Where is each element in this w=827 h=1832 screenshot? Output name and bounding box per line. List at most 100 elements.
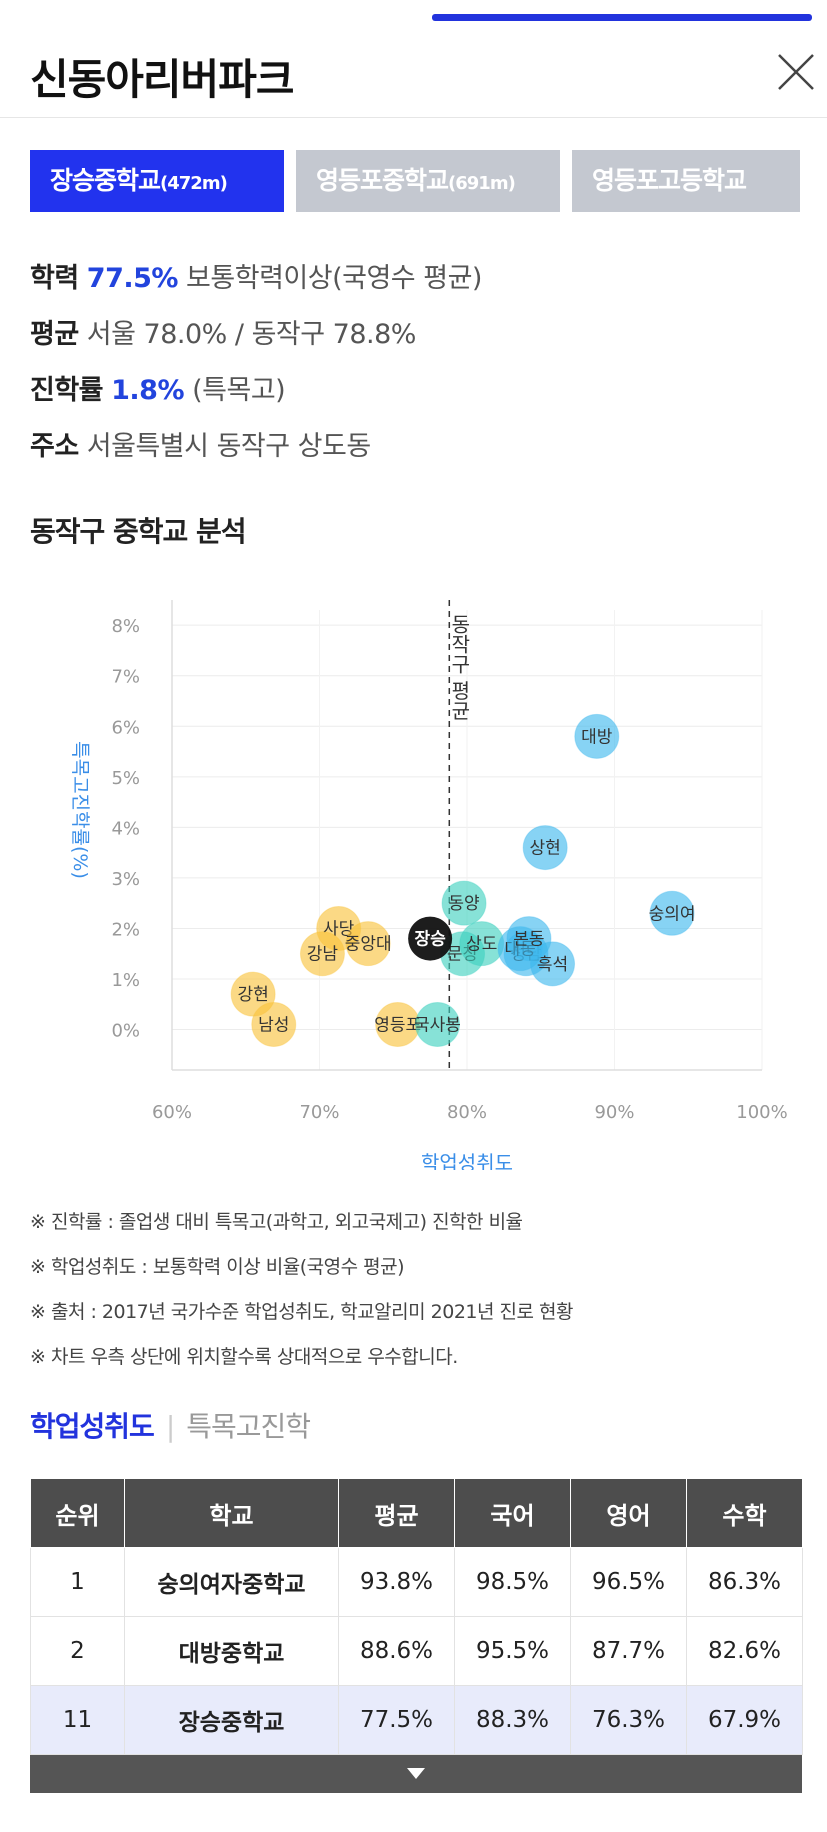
col-korean: 국어 [454,1478,571,1548]
rate-desc: (특목고) [192,375,286,406]
tab-school-3[interactable]: 영등포고등학교 [572,150,800,212]
address-line: 주소 서울특별시 동작구 상도동 [30,424,371,463]
tab-school-2-distance: (691m) [448,173,516,194]
cell-rank: 1 [30,1547,125,1617]
table-row-highlighted[interactable]: 11 장승중학교 77.5% 88.3% 76.3% 67.9% [30,1685,803,1755]
cell-korean: 95.5% [454,1616,571,1686]
data-point-label: 대방 [581,727,613,747]
data-point [649,890,695,936]
cell-math: 67.9% [686,1685,803,1755]
y-axis-title: 특목고진학률(%) [69,741,91,879]
note-source: ※ 출처 : 2017년 국가수준 학업성취도, 학교알리미 2021년 진로 … [30,1301,574,1323]
cell-rank: 2 [30,1616,125,1686]
data-point-label: 장승 [414,930,446,950]
col-average: 평균 [338,1478,455,1548]
subtab-achievement[interactable]: 학업성취도 [30,1410,155,1443]
tab-school-1-label: 장승중학교 [50,166,161,195]
x-tick-label: 60% [152,1102,192,1123]
note-rate: ※ 진학률 : 졸업생 대비 특목고(과학고, 외고국제고) 진학한 비율 [30,1211,523,1233]
average-value: 서울 78.0% / 동작구 78.8% [86,319,417,350]
data-point-label: 상현 [530,839,561,859]
achievement-value: 77.5% [86,263,179,294]
rate-value: 1.8% [111,375,185,406]
cell-rank: 11 [30,1685,125,1755]
data-point [506,916,552,962]
rate-key: 진학률 [30,375,104,406]
subtab-special-high[interactable]: 특목고진학 [186,1410,311,1443]
y-tick-label: 3% [111,869,140,890]
close-button[interactable] [774,50,818,94]
note-guide: ※ 차트 우측 상단에 위치할수록 상대적으로 우수합니다. [30,1346,458,1368]
achievement-desc: 보통학력이상(국영수 평균) [186,263,482,294]
table-row[interactable]: 1 숭의여자중학교 93.8% 98.5% 96.5% 86.3% [30,1547,803,1617]
achievement-key: 학력 [30,263,79,294]
y-tick-label: 8% [111,616,140,637]
x-tick-label: 70% [299,1102,339,1123]
achievement-line: 학력 77.5% 보통학력이상(국영수 평균) [30,256,482,295]
data-point [441,880,487,926]
ranking-table: 순위 학교 평균 국어 영어 수학 1 숭의여자중학교 93.8% 98.5% … [30,1478,803,1755]
section-title: 동작구 중학교 분석 [30,515,247,548]
data-point [408,916,453,961]
col-rank: 순위 [30,1478,125,1548]
cell-average: 77.5% [338,1685,455,1755]
cell-school: 장승중학교 [124,1685,339,1755]
panel-header: 신동아리버파크 [0,22,827,118]
tab-school-2-label: 영등포중학교 [316,166,449,195]
cell-korean: 98.5% [454,1547,571,1617]
note-achievement: ※ 학업성취도 : 보통학력 이상 비율(국영수 평균) [30,1256,405,1278]
y-tick-label: 2% [111,919,140,940]
data-point-label: 동양 [448,894,479,914]
tab-school-3-label: 영등포고등학교 [592,166,747,195]
ranking-subtabs: 학업성취도 | 특목고진학 [30,1405,311,1445]
col-math: 수학 [686,1478,803,1548]
cell-average: 88.6% [338,1616,455,1686]
table-row[interactable]: 2 대방중학교 88.6% 95.5% 87.7% 82.6% [30,1616,803,1686]
data-point-label: 국사봉 [414,1016,461,1036]
expand-table-button[interactable] [30,1755,802,1793]
x-tick-label: 80% [447,1102,487,1123]
data-point-label: 강현 [237,985,268,1005]
y-tick-label: 0% [111,1021,140,1042]
cell-school: 대방중학교 [124,1616,339,1686]
data-point-label: 영등포 [374,1016,421,1036]
data-point-label: 중앙대 [345,935,392,955]
data-point [415,1002,460,1048]
data-point-label: 본동 [513,930,544,950]
y-tick-label: 5% [111,768,140,789]
cell-school: 숭의여자중학교 [124,1547,339,1617]
data-point [299,931,345,977]
cell-math: 82.6% [686,1616,803,1686]
average-reference-label: 동작구 평균 [447,614,471,720]
tab-school-1-distance: (472m) [160,173,228,194]
data-point [345,921,391,967]
data-point [251,1002,297,1048]
y-tick-label: 6% [111,717,140,738]
address-value: 서울특별시 동작구 상도동 [86,431,371,462]
tab-school-2[interactable]: 영등포중학교(691m) [296,150,560,212]
data-point-label: 상도 [466,935,497,955]
data-point [522,825,568,871]
x-axis-title: 학업성취도 [421,1151,513,1170]
page-title: 신동아리버파크 [30,55,294,104]
y-tick-label: 1% [111,970,140,991]
triangle-down-icon [407,1768,425,1779]
x-tick-label: 90% [594,1102,634,1123]
cell-english: 87.7% [570,1616,687,1686]
scatter-chart: 8% 7% 6% 5% 4% 3% 2% 1% 0% 60% 70% 80% 90% 100% 동작구 평균… [69,600,788,1170]
average-line: 평균 서울 78.0% / 동작구 78.8% [30,312,416,351]
col-english: 영어 [570,1478,687,1548]
cell-korean: 88.3% [454,1685,571,1755]
x-tick-label: 100% [736,1102,787,1123]
col-school: 학교 [124,1478,339,1548]
y-tick-label: 4% [111,818,140,839]
cell-average: 93.8% [338,1547,455,1617]
subtab-divider: | [165,1410,175,1443]
close-icon [778,54,814,90]
cell-english: 96.5% [570,1547,687,1617]
tab-school-1[interactable]: 장승중학교(472m) [30,150,284,212]
data-point-label: 남성 [258,1016,289,1036]
data-point-label: 흑석 [537,955,568,975]
average-key: 평균 [30,319,79,350]
y-tick-label: 7% [111,667,140,688]
